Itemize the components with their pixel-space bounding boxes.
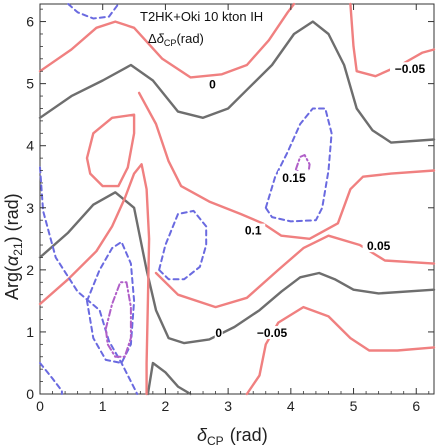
x-tick-label-3: 3	[224, 398, 232, 414]
contour-label-bg-5	[241, 223, 266, 237]
contour-lines	[38, 2, 436, 396]
contour-label-0: 0	[209, 78, 216, 92]
contour-labels: 0 0 −0.05 −0.05 0.15 0.1 0.05	[208, 62, 430, 340]
contour-blue-13	[158, 209, 208, 281]
y-tick-label-4: 4	[26, 138, 34, 154]
contour-label-1: 0	[215, 326, 222, 340]
y-tick-label-6: 6	[26, 14, 34, 30]
contour-red-8	[137, 91, 436, 241]
contour-blue-10	[39, 166, 139, 395]
y-tick-label-5: 5	[26, 76, 34, 92]
contour-label-bg-3	[252, 326, 293, 340]
y-tick-label-1: 1	[26, 324, 34, 340]
x-tick-label-2: 2	[162, 398, 170, 414]
contour-label-5: 0.1	[245, 224, 262, 238]
contour-red-9	[245, 305, 436, 396]
contour-label-bg-1	[214, 326, 223, 340]
y-tick-label-3: 3	[26, 200, 34, 216]
y-axis-label: Arg(α21) (rad)	[2, 193, 25, 300]
x-tick-label-1: 1	[99, 398, 107, 414]
contour-red-7	[154, 234, 436, 309]
plot-frame	[39, 3, 435, 395]
contour-gray-0	[38, 20, 436, 144]
contour-blue-11	[39, 362, 63, 395]
inset-subtitle: ΔδCP(rad)	[148, 31, 204, 48]
contour-gray-2	[146, 361, 192, 396]
x-tick-label-0: 0	[36, 398, 44, 414]
x-tick-label-5: 5	[350, 398, 358, 414]
contour-label-3: −0.05	[257, 326, 288, 340]
y-tick-label-0: 0	[26, 386, 34, 402]
contour-label-bg-6	[362, 239, 395, 253]
contour-red-3	[38, 2, 296, 79]
contour-red-4	[349, 2, 436, 78]
x-tick-label-4: 4	[287, 398, 295, 414]
contour-red-5	[85, 113, 136, 188]
x-tick-label-6: 6	[412, 398, 420, 414]
inset-title: T2HK+Oki 10 kton IH	[140, 9, 263, 24]
contour-red-6	[38, 163, 151, 396]
contour-label-bg-2	[389, 62, 430, 76]
contour-label-bg-0	[208, 77, 217, 91]
contour-label-4: 0.15	[282, 171, 306, 185]
contour-blue-15	[67, 3, 120, 20]
contour-blue-12	[86, 240, 136, 364]
contour-purple-16	[104, 281, 132, 358]
contour-label-bg-4	[277, 170, 310, 184]
y-tick-label-2: 2	[26, 262, 34, 278]
contour-gray-1	[38, 191, 436, 345]
axis-ticks: 0 1 2 3 4 5 6 0 1 2 3 4 5 6	[26, 4, 434, 414]
contour-label-2: −0.05	[395, 62, 426, 76]
contour-blue-14	[264, 107, 333, 223]
x-axis-label: δCP (rad)	[197, 425, 268, 447]
contour-label-6: 0.05	[367, 239, 391, 253]
